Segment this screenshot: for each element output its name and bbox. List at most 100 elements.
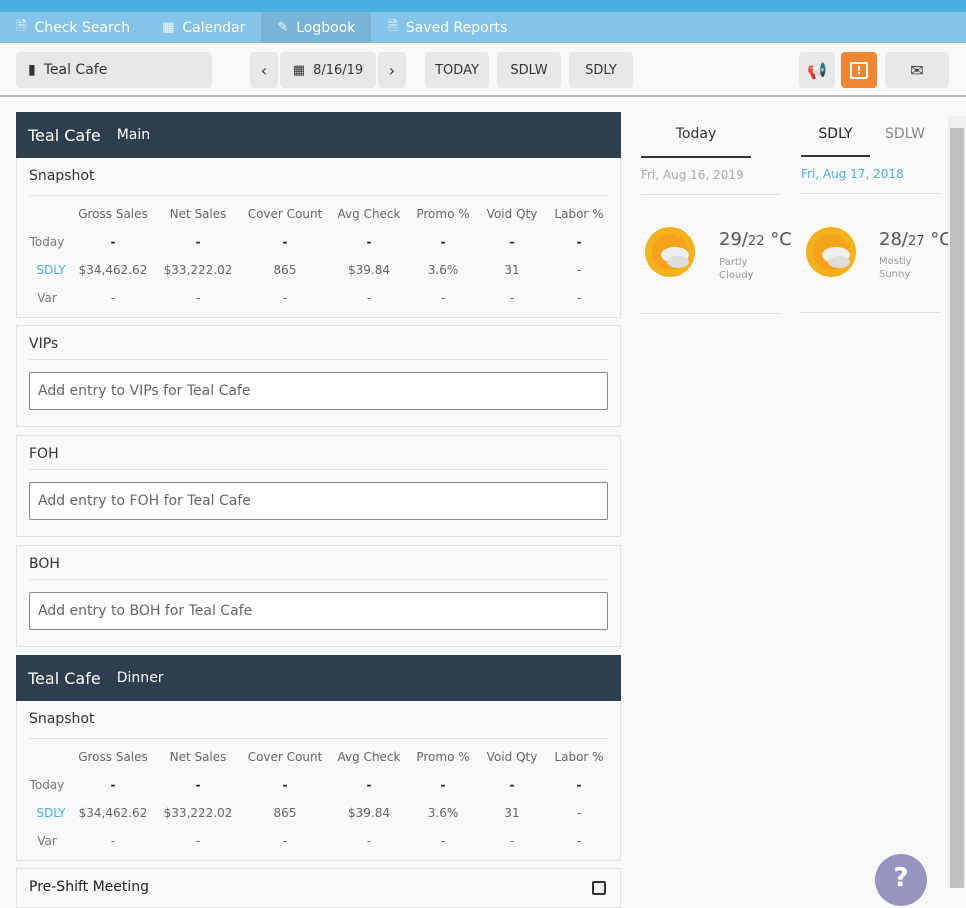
chevron-right-icon: › [388,60,396,80]
notes-title: BOH [29,556,60,572]
divider [641,194,779,195]
divider [801,312,940,313]
table-cell: - [440,291,446,305]
notes-input[interactable]: Add entry to BOH for Teal Cafe [29,592,608,630]
table-cell: - [282,778,288,792]
section-name: Teal Cafe [28,125,101,145]
table-cell: - [195,834,201,848]
table-cell: 31 [504,263,520,277]
weather-tab-sdlw[interactable]: SDLW [884,126,926,142]
envelope-icon: ✉ [910,60,924,80]
column-header: Labor % [554,750,604,764]
next-date-button[interactable]: › [378,52,406,88]
tab-check-search[interactable]: 🗎 Check Search [0,12,146,43]
low-temp: 22 [747,234,765,249]
report-icon: 🗎 [387,18,398,34]
logbook-icon: ✎ [277,20,289,35]
column-header: Avg Check [337,750,401,764]
condition-line: Sunny [879,269,911,280]
section-header: Teal Cafe Dinner [16,655,621,701]
tab-logbook[interactable]: ✎ Logbook [261,12,372,43]
tab-label: Saved Reports [405,19,508,36]
table-cell: - [440,778,446,792]
scrollbar-thumb[interactable] [950,128,964,888]
nav-tabs: 🗎 Check Search ▦ Calendar ✎ Logbook 🗎 Saved … [0,12,966,43]
column-header: Cover Count [247,207,323,221]
today-button[interactable]: TODAY [425,52,489,88]
divider [29,738,608,739]
tab-label: Calendar [182,19,246,36]
snapshot-panel: Snapshot Gross Sales Net Sales Cover Count A… [16,701,621,861]
column-header: Gross Sales [78,750,148,764]
tab-saved-reports[interactable]: 🗎 Saved Reports [371,12,523,43]
table-cell: $34,462.62 [78,263,148,277]
column-header: Promo % [416,750,470,764]
high-temp: 28 [879,229,902,250]
notes-input[interactable]: Add entry to VIPs for Teal Cafe [29,372,608,410]
column-header: Void Qty [486,207,538,221]
table-cell: - [282,291,288,305]
table-cell: - [282,235,288,249]
section-subname: Main [116,127,151,143]
partly-cloudy-icon [645,227,695,277]
table-cell: $39.84 [348,263,390,277]
help-button[interactable]: ? [875,854,927,906]
table-cell: - [576,806,582,820]
announce-button[interactable]: 📢 [799,52,835,88]
table-cell: 865 [273,263,297,277]
location-selector[interactable]: ▮ Teal Cafe [16,52,212,88]
preshift-checkbox[interactable] [592,881,606,895]
sdlw-button[interactable]: SDLW [497,52,561,88]
partly-cloudy-icon [806,227,856,277]
top-strip [0,0,966,12]
table-cell: - [195,235,201,249]
tab-calendar[interactable]: ▦ Calendar [146,12,261,43]
section-name: Teal Cafe [28,668,101,688]
prev-date-button[interactable]: ‹ [250,52,278,88]
notes-input[interactable]: Add entry to FOH for Teal Cafe [29,482,608,520]
notebook-icon: ▮ [28,62,36,78]
table-cell: - [110,291,116,305]
calendar-icon: ▦ [162,20,175,35]
table-cell: 3.6% [427,263,459,277]
row-label: Today [29,235,65,249]
unit: °C [930,229,952,250]
column-header: Net Sales [169,207,227,221]
divider [641,313,779,314]
alert-button[interactable]: ! [841,52,877,88]
table-cell: 3.6% [427,806,459,820]
table-cell: - [366,834,372,848]
table-cell: - [509,778,515,792]
tab-underline [801,155,870,157]
row-label: Var [37,834,57,848]
sdly-button[interactable]: SDLY [569,52,633,88]
table-cell: - [195,778,201,792]
table-cell: - [366,291,372,305]
condition-line: Partly [719,257,748,268]
date-picker[interactable]: ▦ 8/16/19 [280,52,376,88]
sdly-temp: 28/27 °C [879,229,952,250]
date-label: 8/16/19 [313,62,364,78]
table-cell: - [509,291,515,305]
table-cell: $34,462.62 [78,806,148,820]
scrollbar[interactable] [948,116,966,888]
table-cell: - [576,291,582,305]
column-header: Cover Count [247,750,323,764]
divider [29,469,608,470]
table-cell: - [576,235,582,249]
chevron-left-icon: ‹ [260,60,268,80]
condition-line: Cloudy [719,270,754,281]
high-temp: 29 [719,229,742,250]
weather-tab-today[interactable]: Today [675,126,717,142]
table-cell: - [282,834,288,848]
today-condition: Partly Cloudy [719,256,753,282]
divider [29,359,608,360]
toolbar: ▮ Teal Cafe ‹ ▦ 8/16/19 › TODAY SDLW SDLY … [0,43,966,97]
table-cell: - [110,235,116,249]
table-cell: - [440,235,446,249]
weather-tab-sdly[interactable]: SDLY [818,126,853,142]
table-cell: $33,222.02 [163,263,233,277]
table-cell: - [509,834,515,848]
search-doc-icon: 🗎 [16,18,27,34]
mail-button[interactable]: ✉ [885,52,949,88]
